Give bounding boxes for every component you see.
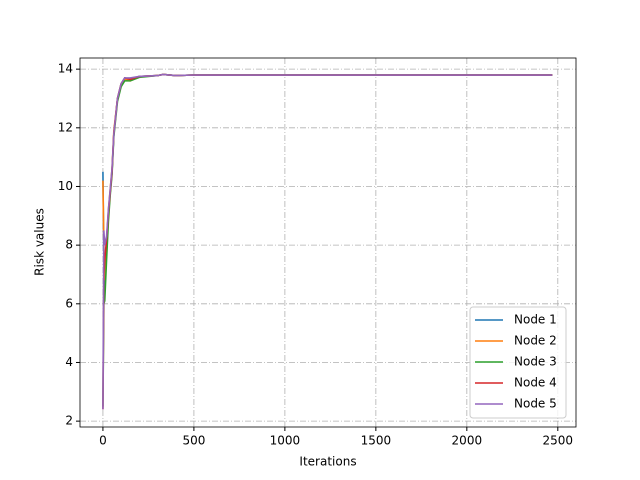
y-tick-label: 4 <box>65 355 73 369</box>
y-tick-label: 10 <box>58 179 73 193</box>
series-line <box>102 73 553 410</box>
plot-frame <box>79 57 577 428</box>
series-line <box>102 73 553 281</box>
legend-box <box>469 306 567 419</box>
x-tick-label: 0 <box>99 434 107 448</box>
legend-label: Node 1 <box>514 313 557 327</box>
y-tick-label: 14 <box>58 62 73 76</box>
legend-label: Node 5 <box>514 397 557 411</box>
x-tick-label: 1500 <box>361 434 392 448</box>
y-tick-label: 8 <box>65 238 73 252</box>
x-tick-label: 2500 <box>543 434 574 448</box>
x-axis-label: Iterations <box>299 455 356 469</box>
y-tick-label: 6 <box>65 296 73 310</box>
legend-label: Node 4 <box>514 376 557 390</box>
y-tick-label: 2 <box>65 414 73 428</box>
y-axis-label: Risk values <box>33 208 47 276</box>
x-tick-label: 1000 <box>270 434 301 448</box>
x-tick-label: 500 <box>182 434 205 448</box>
legend-label: Node 3 <box>514 355 557 369</box>
x-tick-label: 2000 <box>452 434 483 448</box>
y-tick-label: 12 <box>58 120 73 134</box>
legend-label: Node 2 <box>514 334 557 348</box>
series-line <box>102 73 553 290</box>
